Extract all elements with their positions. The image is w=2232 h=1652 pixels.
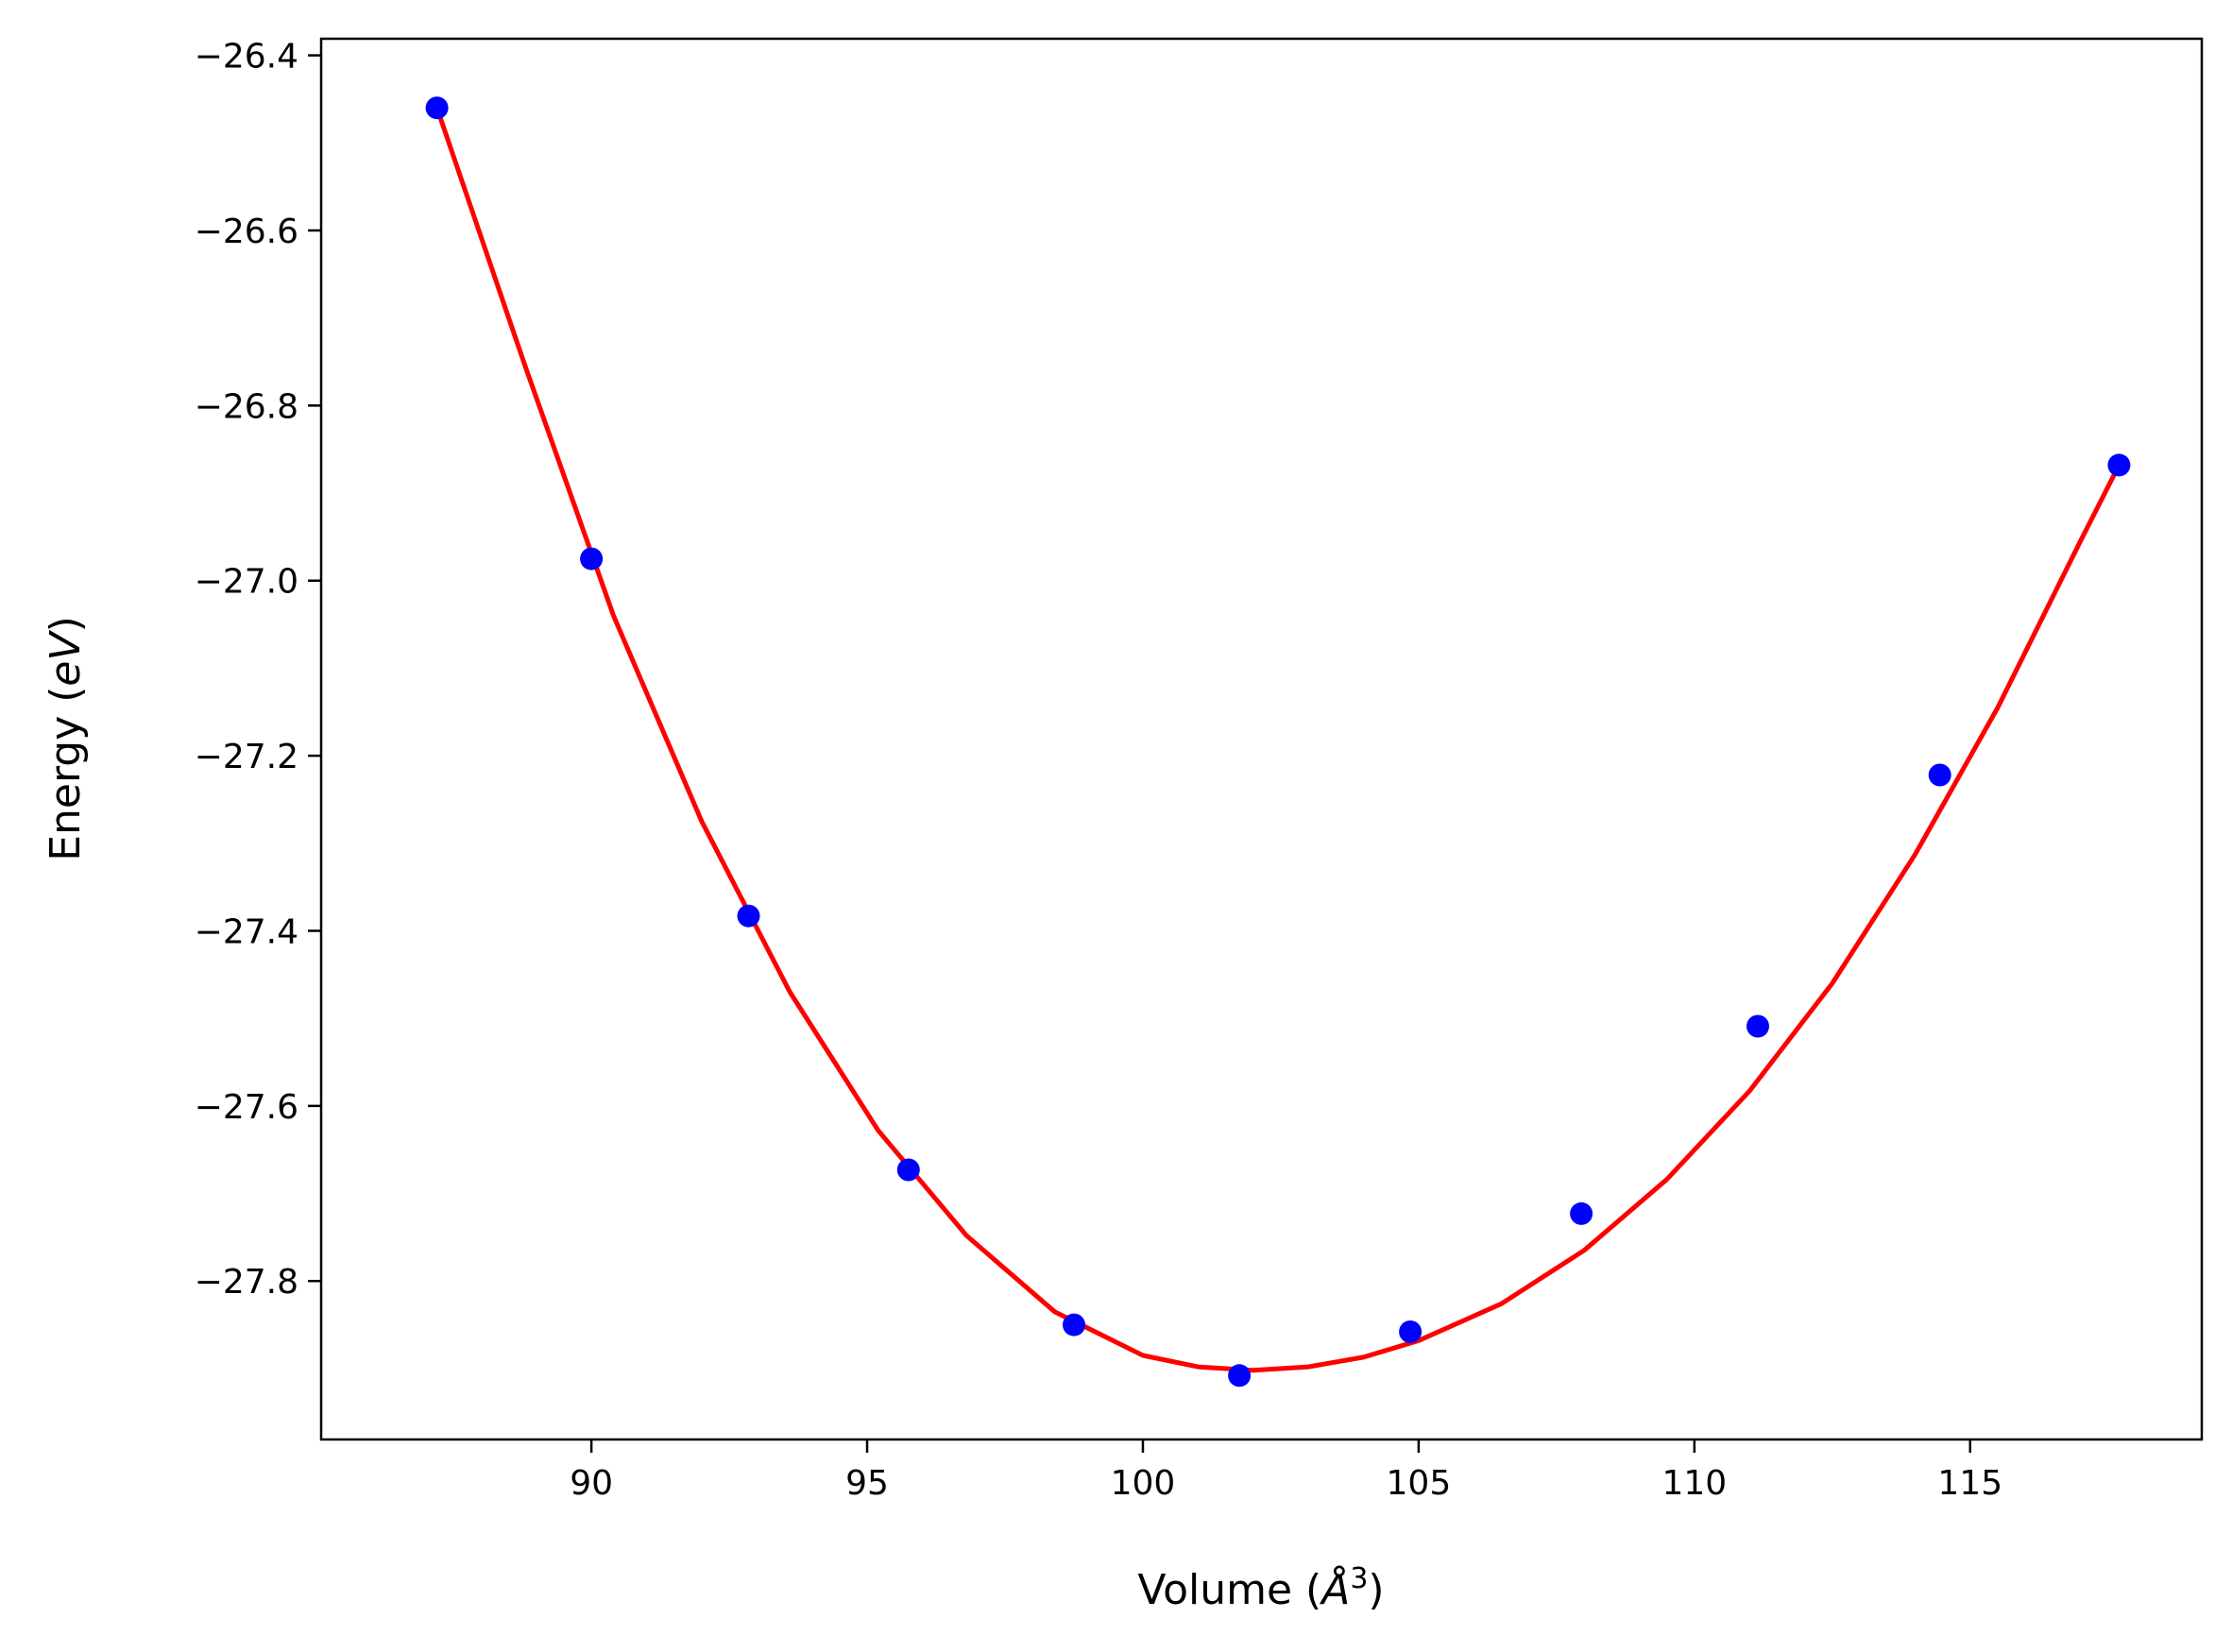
y-tick-label: −27.8 xyxy=(195,1263,298,1302)
y-axis-label: Energy (eV) xyxy=(42,616,90,861)
data-point xyxy=(737,904,760,928)
data-point xyxy=(1928,763,1951,787)
y-tick-label: −26.8 xyxy=(195,387,298,426)
data-point xyxy=(1228,1364,1252,1388)
fit-curve xyxy=(434,105,2121,1373)
plot-frame xyxy=(319,37,2204,1441)
y-tick-label: −27.2 xyxy=(195,738,298,776)
data-point xyxy=(1746,1014,1769,1038)
data-point xyxy=(1570,1201,1593,1225)
data-point xyxy=(1063,1313,1085,1337)
data-point xyxy=(1399,1320,1423,1343)
x-tick-label: 90 xyxy=(570,1464,613,1503)
plot-area xyxy=(425,96,2131,1388)
y-tick-label: −26.4 xyxy=(195,38,298,77)
y-tick-label: −26.6 xyxy=(195,213,298,251)
x-tick-label: 115 xyxy=(1937,1464,2002,1503)
data-point xyxy=(2107,453,2131,477)
x-tick-label: 105 xyxy=(1387,1464,1452,1503)
x-tick-label: 100 xyxy=(1111,1464,1176,1503)
y-tick-label: −27.0 xyxy=(195,563,298,602)
x-axis-label: Volume (Å3) xyxy=(1137,1562,1384,1615)
data-point xyxy=(580,547,604,571)
y-tick-label: −27.6 xyxy=(195,1088,298,1127)
x-tick-label: 110 xyxy=(1661,1464,1727,1503)
data-point xyxy=(896,1158,920,1182)
data-point xyxy=(425,96,449,120)
axis-ticks: 90 95 100 105 110 115 −26.4 −26.6 −26.8 −27.0 −27.… xyxy=(195,38,2002,1503)
x-tick-label: 95 xyxy=(845,1464,889,1503)
y-tick-label: −27.4 xyxy=(195,912,298,951)
